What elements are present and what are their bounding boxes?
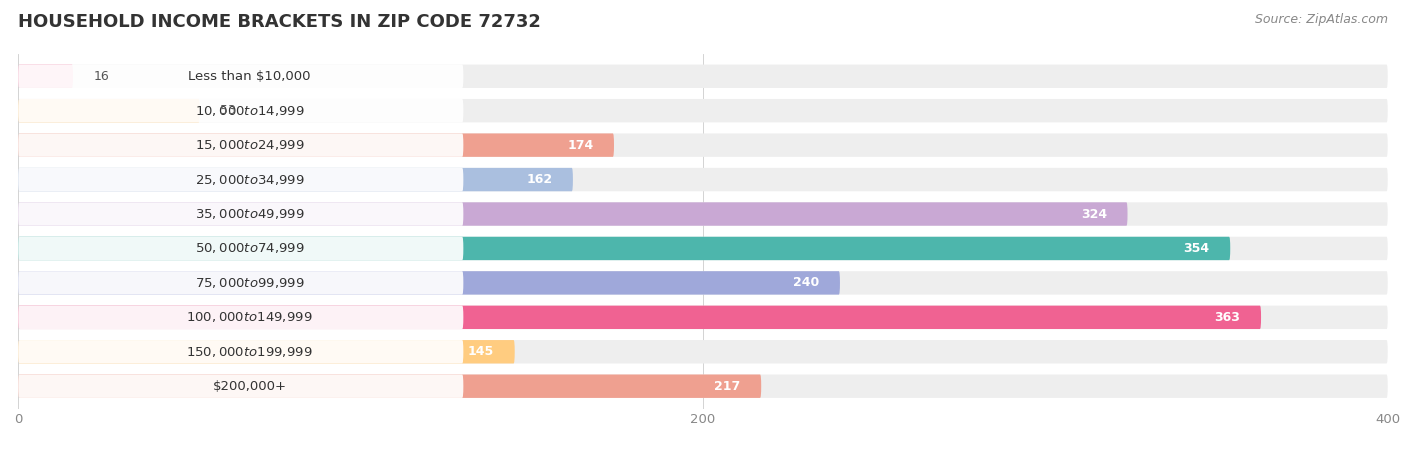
FancyBboxPatch shape bbox=[18, 237, 1230, 260]
FancyBboxPatch shape bbox=[18, 133, 464, 157]
FancyBboxPatch shape bbox=[18, 133, 614, 157]
FancyBboxPatch shape bbox=[18, 202, 1388, 226]
FancyBboxPatch shape bbox=[18, 306, 1388, 329]
Text: $150,000 to $199,999: $150,000 to $199,999 bbox=[187, 345, 314, 359]
Text: $75,000 to $99,999: $75,000 to $99,999 bbox=[195, 276, 305, 290]
Text: 324: 324 bbox=[1081, 207, 1107, 220]
FancyBboxPatch shape bbox=[18, 237, 1388, 260]
Text: $50,000 to $74,999: $50,000 to $74,999 bbox=[195, 242, 305, 255]
FancyBboxPatch shape bbox=[18, 340, 464, 364]
Text: 217: 217 bbox=[714, 380, 741, 393]
FancyBboxPatch shape bbox=[18, 65, 464, 88]
FancyBboxPatch shape bbox=[18, 340, 1388, 364]
FancyBboxPatch shape bbox=[18, 99, 1388, 123]
Text: 16: 16 bbox=[94, 70, 110, 83]
Text: 162: 162 bbox=[526, 173, 553, 186]
Text: $200,000+: $200,000+ bbox=[212, 380, 287, 393]
FancyBboxPatch shape bbox=[18, 306, 464, 329]
Text: 145: 145 bbox=[468, 345, 494, 358]
Text: 354: 354 bbox=[1184, 242, 1209, 255]
FancyBboxPatch shape bbox=[18, 168, 572, 191]
Text: $15,000 to $24,999: $15,000 to $24,999 bbox=[195, 138, 305, 152]
FancyBboxPatch shape bbox=[18, 202, 464, 226]
FancyBboxPatch shape bbox=[18, 271, 464, 295]
FancyBboxPatch shape bbox=[18, 99, 200, 123]
FancyBboxPatch shape bbox=[18, 65, 73, 88]
FancyBboxPatch shape bbox=[18, 374, 1388, 398]
FancyBboxPatch shape bbox=[18, 306, 1261, 329]
Text: Less than $10,000: Less than $10,000 bbox=[188, 70, 311, 83]
Text: $100,000 to $149,999: $100,000 to $149,999 bbox=[187, 310, 314, 324]
Text: 240: 240 bbox=[793, 277, 820, 290]
Text: 363: 363 bbox=[1215, 311, 1240, 324]
FancyBboxPatch shape bbox=[18, 374, 761, 398]
Text: HOUSEHOLD INCOME BRACKETS IN ZIP CODE 72732: HOUSEHOLD INCOME BRACKETS IN ZIP CODE 72… bbox=[18, 13, 541, 31]
Text: $35,000 to $49,999: $35,000 to $49,999 bbox=[195, 207, 305, 221]
FancyBboxPatch shape bbox=[18, 340, 515, 364]
FancyBboxPatch shape bbox=[18, 65, 1388, 88]
FancyBboxPatch shape bbox=[18, 168, 464, 191]
Text: $10,000 to $14,999: $10,000 to $14,999 bbox=[195, 104, 305, 118]
Text: $25,000 to $34,999: $25,000 to $34,999 bbox=[195, 172, 305, 187]
FancyBboxPatch shape bbox=[18, 237, 464, 260]
FancyBboxPatch shape bbox=[18, 99, 464, 123]
Text: Source: ZipAtlas.com: Source: ZipAtlas.com bbox=[1254, 13, 1388, 26]
FancyBboxPatch shape bbox=[18, 133, 1388, 157]
FancyBboxPatch shape bbox=[18, 374, 464, 398]
FancyBboxPatch shape bbox=[18, 168, 1388, 191]
FancyBboxPatch shape bbox=[18, 271, 839, 295]
FancyBboxPatch shape bbox=[18, 202, 1128, 226]
Text: 174: 174 bbox=[567, 139, 593, 152]
FancyBboxPatch shape bbox=[18, 271, 1388, 295]
Text: 53: 53 bbox=[221, 104, 236, 117]
